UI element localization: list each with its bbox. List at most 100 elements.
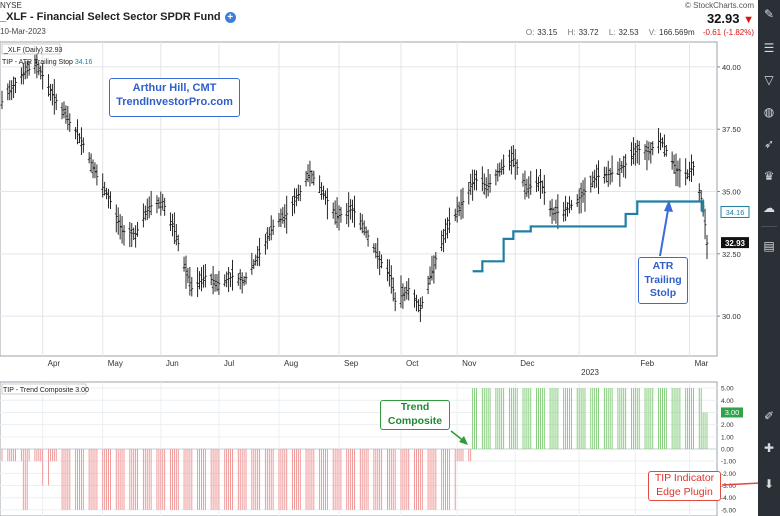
price-bar	[550, 198, 554, 224]
price-bar	[482, 173, 486, 195]
price-bar	[401, 283, 405, 309]
price-bar	[93, 162, 97, 179]
price-bar	[508, 149, 511, 171]
price-bar	[8, 80, 12, 101]
x-tick-label: Mar	[695, 359, 709, 368]
price-bar	[403, 286, 407, 302]
price-bar	[670, 151, 674, 170]
price-bar	[420, 296, 424, 309]
price-bar	[548, 200, 552, 217]
x-tick-label: Dec	[520, 359, 534, 368]
price-bar	[622, 155, 626, 178]
price-bar	[213, 274, 217, 292]
price-y-tick-label: 35.00	[722, 188, 741, 197]
price-bar	[632, 137, 635, 165]
pencil-ruler-icon[interactable]: ✐	[763, 409, 775, 423]
price-bar	[64, 105, 68, 124]
price-bar	[95, 164, 99, 186]
price-bar	[81, 137, 85, 153]
price-bar	[618, 158, 622, 187]
chart-canvas[interactable]: 30.00 32.50 35.00 37.50 40.00 -5.00 -4.00 -3.00…	[0, 0, 758, 516]
price-bar	[444, 218, 447, 243]
price-bar	[277, 213, 281, 227]
edit-icon[interactable]: ✎	[763, 7, 775, 21]
price-bar	[455, 196, 459, 223]
price-bar	[542, 174, 546, 205]
price-bar	[513, 149, 517, 180]
price-bar	[141, 203, 145, 228]
price-bar	[684, 158, 688, 186]
rocket-icon[interactable]: ➶	[763, 137, 775, 151]
date-label: 10-Mar-2023	[0, 27, 46, 36]
price-bar	[467, 181, 471, 205]
stop-price-tag-text: 34.16	[726, 208, 745, 217]
price-bar	[362, 220, 366, 236]
price-bar	[118, 214, 122, 240]
price-bar	[215, 274, 219, 292]
price-bar	[155, 195, 159, 214]
trend-callout-line2: Composite	[387, 414, 443, 427]
x-tick-label: Sep	[344, 359, 359, 368]
price-bar	[252, 259, 256, 270]
tip-callout-line1: TIP Indicator	[654, 472, 715, 484]
author-name: Arthur Hill, CMT	[132, 82, 217, 94]
indicator-y-tick-label: 1.00	[721, 434, 734, 441]
price-legend-symbol: _XLF (Daily) 32.93	[3, 47, 62, 54]
price-bar	[337, 205, 341, 231]
price-bar	[616, 161, 620, 175]
author-site: TrendInvestorPro.com	[116, 96, 233, 109]
price-bar	[562, 201, 566, 222]
ohlc-readout: O: 33.15 H: 33.72 L: 32.53 V: 166.569m -0.61…	[518, 28, 754, 37]
price-bar	[200, 267, 203, 292]
filter-icon[interactable]: ▽	[764, 73, 774, 87]
price-bar	[448, 207, 451, 233]
cloud-icon[interactable]: ☁	[763, 201, 775, 215]
price-bar	[271, 219, 275, 236]
price-bar	[566, 202, 569, 217]
indicator-legend-text: TIP - Trend Composite 3.00	[3, 387, 89, 394]
price-bar	[692, 161, 695, 176]
price-bar	[568, 196, 571, 214]
price-bar	[217, 270, 221, 295]
price-bar	[196, 267, 200, 298]
globe-icon[interactable]: ◍	[763, 105, 775, 119]
price-bar	[678, 158, 682, 188]
price-bar	[391, 277, 395, 302]
price-bar	[345, 203, 349, 225]
price-bar	[21, 62, 25, 85]
price-bar	[358, 212, 362, 231]
price-bar	[265, 227, 269, 250]
price-bar	[37, 62, 41, 76]
price-bar	[440, 230, 444, 252]
price-bar	[662, 134, 666, 157]
download-icon[interactable]: ⬇	[763, 477, 775, 491]
price-bar	[325, 188, 329, 220]
price-bar	[242, 276, 246, 286]
price-bar	[643, 144, 647, 160]
trophy-icon[interactable]: ♛	[763, 169, 775, 183]
document-icon[interactable]: ▤	[763, 239, 775, 253]
price-bar	[407, 278, 411, 301]
puzzle-icon[interactable]: ✚	[763, 441, 775, 455]
price-bar	[604, 166, 608, 183]
price-bar	[10, 80, 14, 101]
price-bar	[109, 191, 112, 210]
price-bar	[62, 101, 66, 119]
author-callout: Arthur Hill, CMT TrendInvestorPro.com	[109, 78, 240, 117]
price-bar	[703, 208, 707, 240]
volume-label: V:	[648, 28, 657, 37]
price-y-tick-label: 37.50	[722, 125, 741, 134]
price-bar	[283, 204, 287, 228]
price-bar	[591, 171, 595, 188]
high-label: H:	[567, 28, 576, 37]
price-bar	[291, 196, 294, 217]
add-symbol-icon[interactable]: +	[224, 11, 236, 23]
price-bar	[583, 177, 587, 212]
x-tick-label: 2023	[581, 368, 599, 377]
atr-callout-line1: ATR	[652, 260, 674, 272]
price-bar	[285, 195, 289, 234]
sliders-icon[interactable]: ☰	[763, 41, 775, 55]
price-bar	[610, 155, 614, 183]
price-bar	[595, 164, 599, 188]
price-bar	[188, 267, 192, 296]
